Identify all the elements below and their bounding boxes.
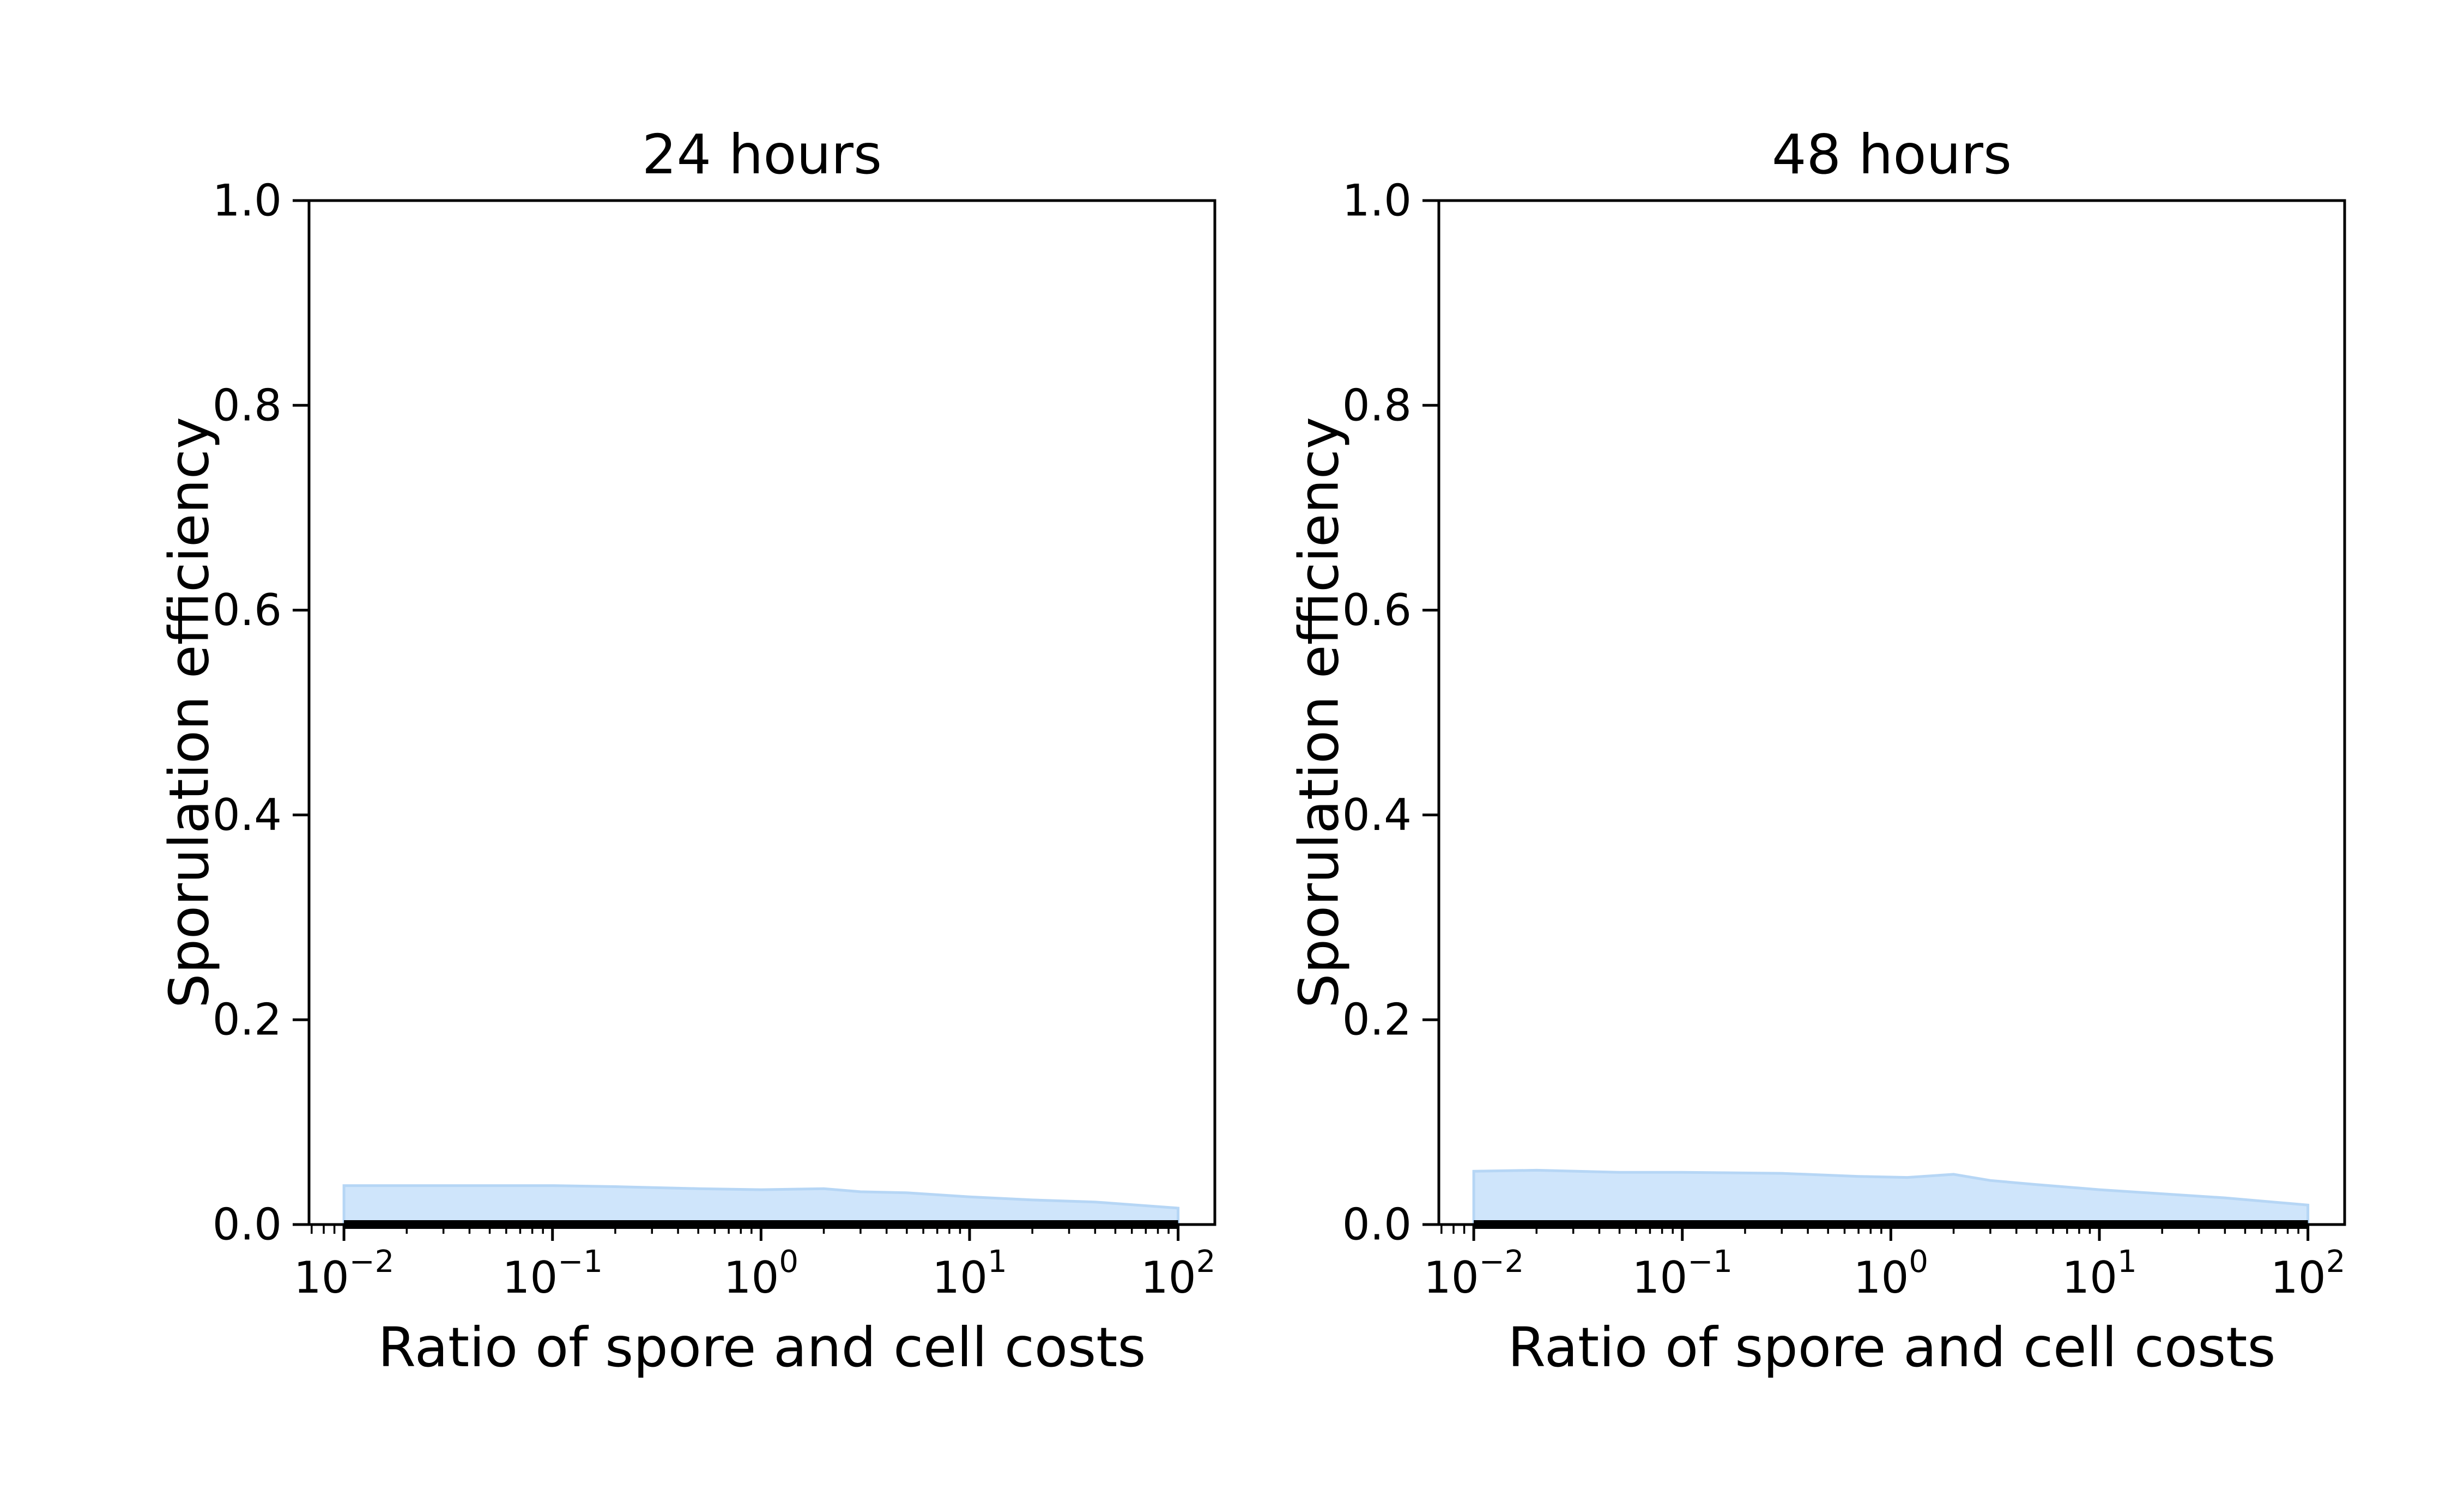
y-tick-label: 0.8 (1342, 380, 1412, 431)
x-tick-exponent: −2 (1479, 1244, 1524, 1280)
x-tick-base: 10 (503, 1252, 558, 1303)
x-tick-base: 10 (2271, 1252, 2326, 1303)
y-tick-label: 0.4 (1342, 790, 1412, 840)
confidence-band (1472, 1168, 2310, 1226)
x-tick-exponent: −1 (1687, 1244, 1733, 1280)
y-tick-label: 0.6 (1342, 585, 1412, 635)
x-tick-base: 10 (1854, 1252, 1909, 1303)
y-tick-label: 0.0 (1342, 1199, 1412, 1250)
x-tick-label: 100 (1854, 1244, 1928, 1303)
axes-frame (1437, 199, 2346, 1226)
x-tick-exponent: 2 (2326, 1244, 2346, 1280)
x-tick-exponent: −1 (558, 1244, 603, 1280)
x-tick-base: 10 (2062, 1252, 2117, 1303)
x-tick-base: 10 (1632, 1252, 1688, 1303)
y-tick-label: 1.0 (1342, 175, 1412, 226)
x-axis-label: Ratio of spore and cell costs (378, 1316, 1146, 1379)
x-tick-label: 100 (724, 1244, 798, 1303)
x-axis-label: Ratio of spore and cell costs (1508, 1316, 2275, 1379)
x-tick-exponent: 1 (2117, 1244, 2137, 1280)
y-tick-label: 0.2 (213, 995, 282, 1045)
y-axis-label: Sporulation efficiency (158, 417, 221, 1008)
x-tick-label: 102 (2271, 1244, 2345, 1303)
x-tick-exponent: 1 (988, 1244, 1007, 1280)
x-tick-base: 10 (724, 1252, 779, 1303)
x-tick-base: 10 (932, 1252, 988, 1303)
y-tick-label: 1.0 (213, 175, 282, 226)
y-tick-label: 0.2 (1342, 995, 1412, 1045)
y-tick-label: 0.4 (213, 790, 282, 840)
x-tick-exponent: 0 (779, 1244, 798, 1280)
x-tick-label: 10−2 (1424, 1244, 1524, 1303)
y-tick-label: 0.6 (213, 585, 282, 635)
panel-title: 24 hours (642, 123, 882, 186)
y-axis-label: Sporulation efficiency (1287, 417, 1351, 1008)
x-tick-base: 10 (1141, 1252, 1196, 1303)
x-tick-exponent: −2 (349, 1244, 395, 1280)
confidence-band (342, 1184, 1180, 1226)
x-tick-label: 10−1 (503, 1244, 603, 1303)
y-tick-label: 0.0 (213, 1199, 282, 1250)
x-tick-exponent: 2 (1196, 1244, 1216, 1280)
x-tick-label: 102 (1141, 1244, 1215, 1303)
panel-title: 48 hours (1772, 123, 2012, 186)
axes-frame (307, 199, 1216, 1226)
x-tick-exponent: 0 (1909, 1244, 1928, 1280)
x-tick-base: 10 (1424, 1252, 1479, 1303)
x-tick-label: 10−1 (1632, 1244, 1733, 1303)
y-tick-label: 0.8 (213, 380, 282, 431)
x-tick-label: 101 (932, 1244, 1007, 1303)
x-tick-base: 10 (294, 1252, 349, 1303)
x-tick-label: 10−2 (294, 1244, 394, 1303)
x-tick-label: 101 (2062, 1244, 2136, 1303)
